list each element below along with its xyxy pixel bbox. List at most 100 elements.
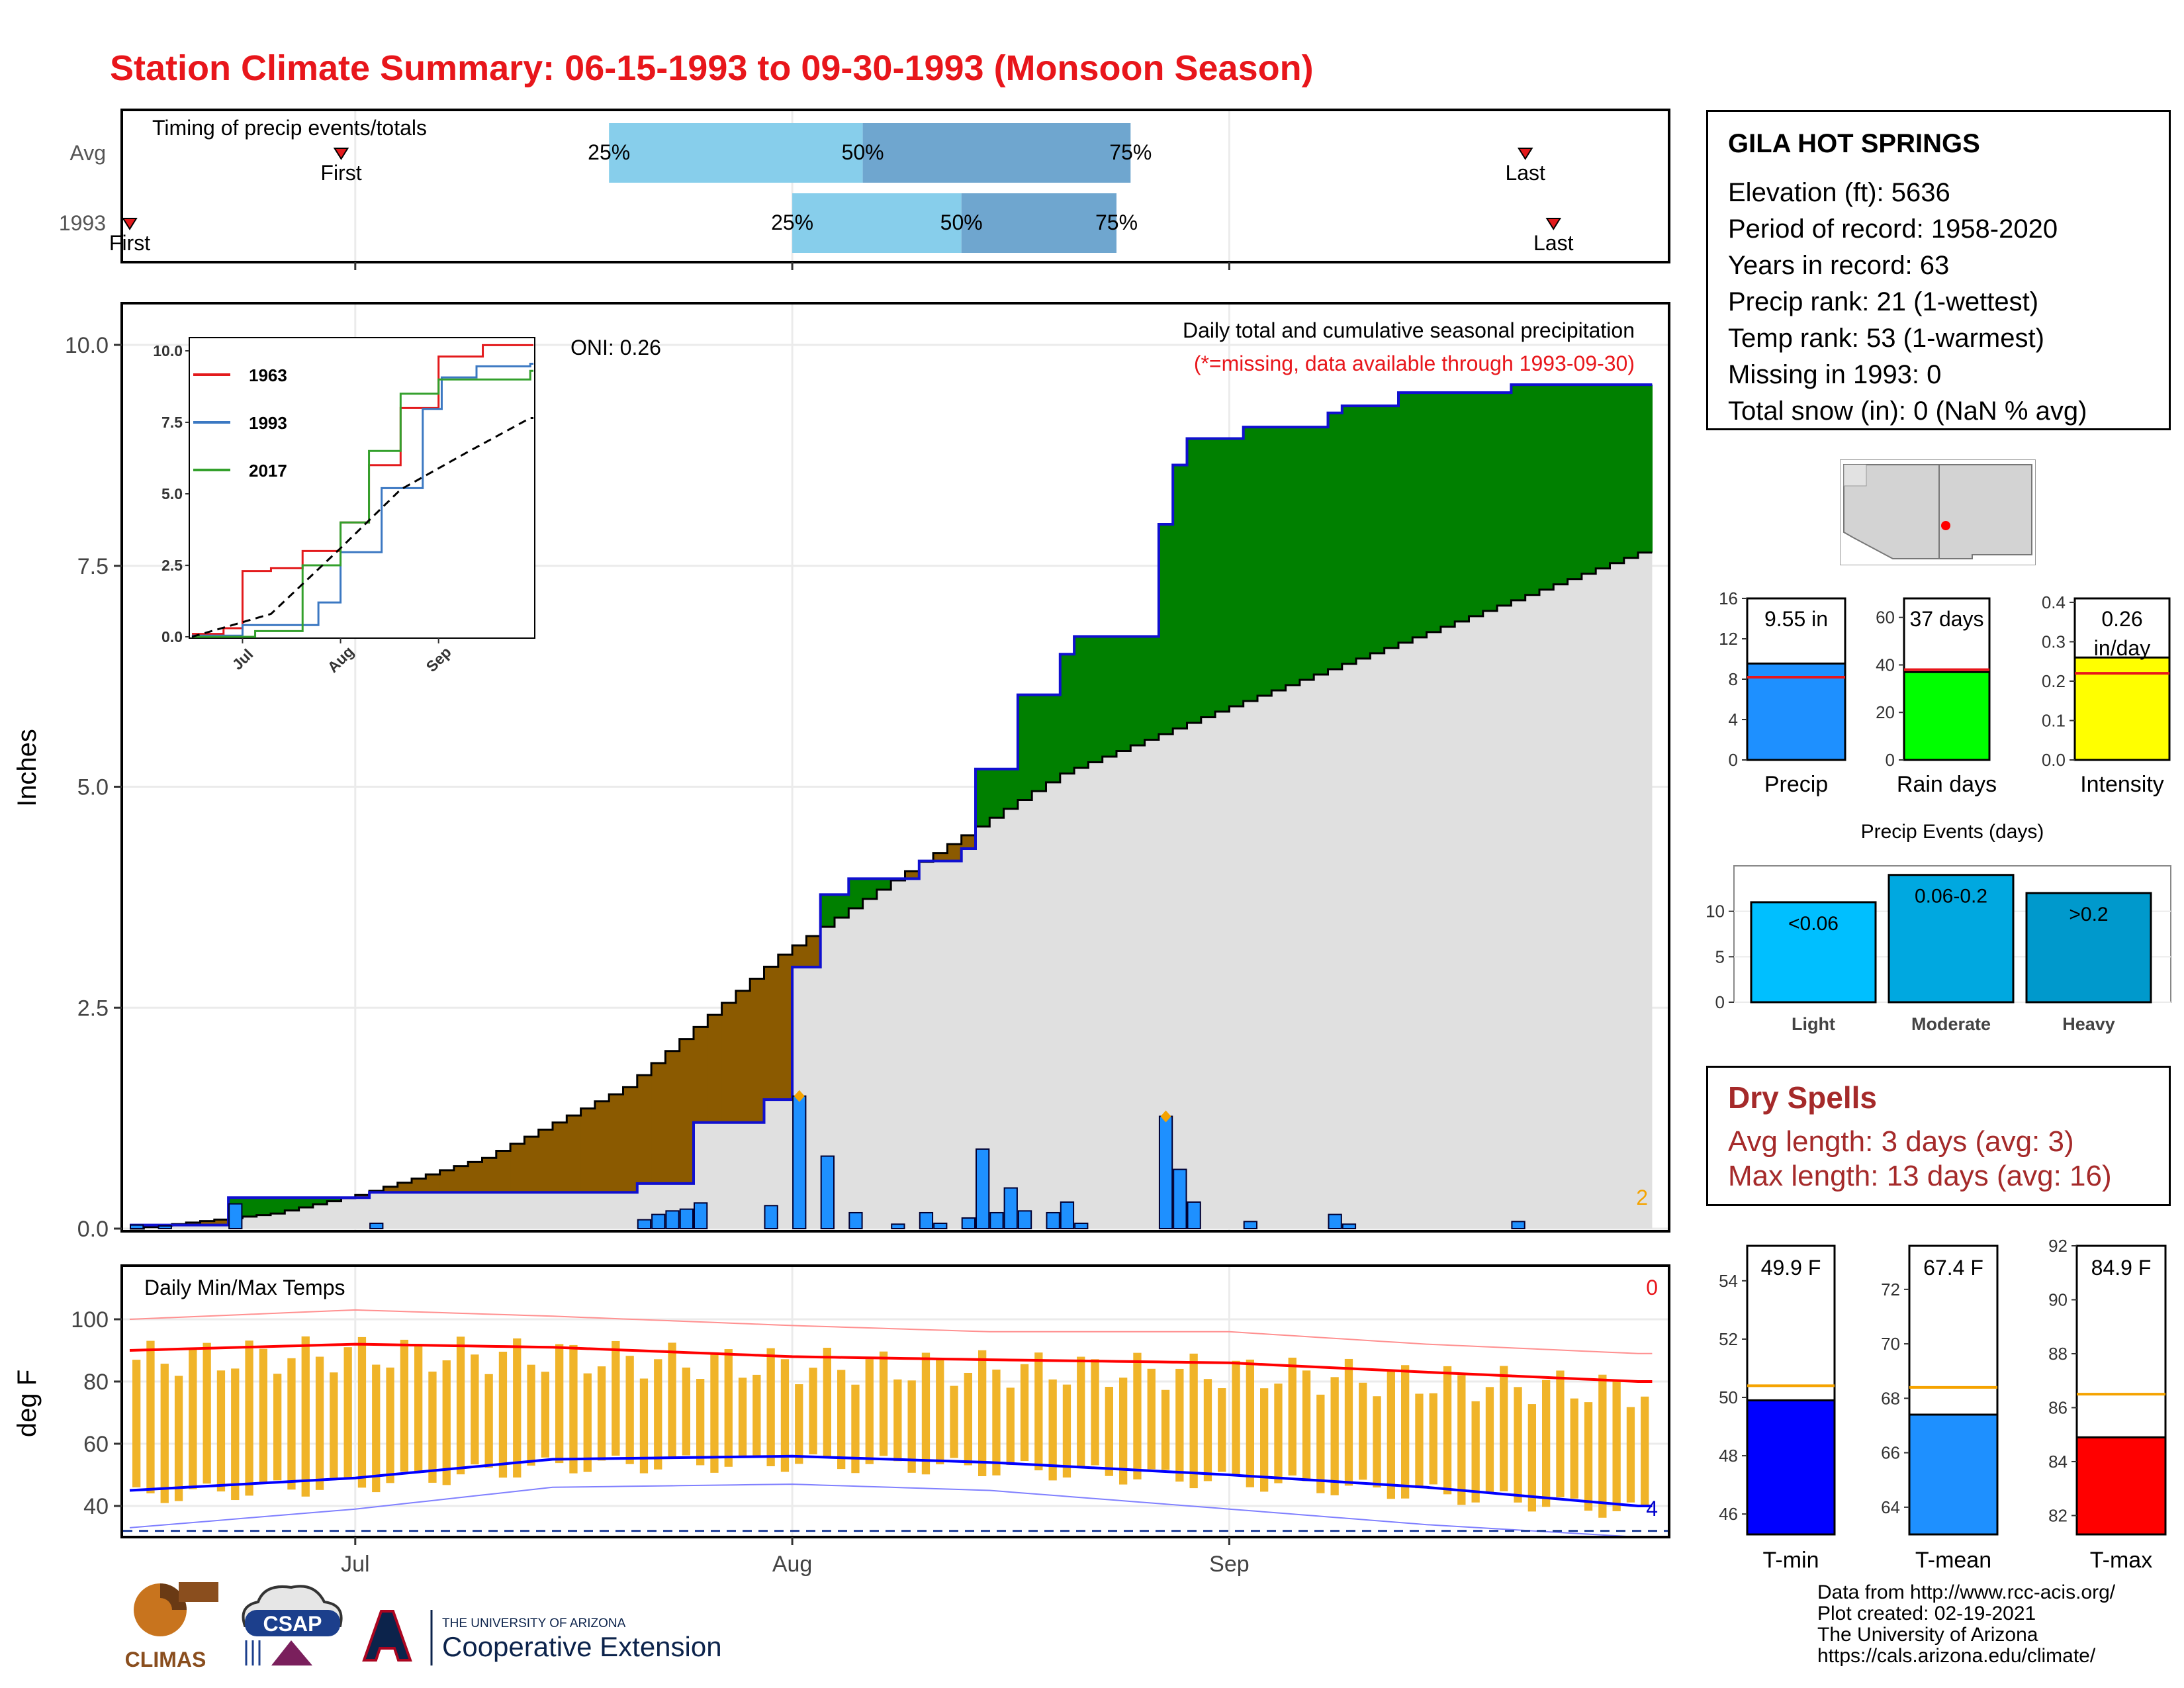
deficit-area — [538, 1129, 553, 1193]
deficit-area — [806, 936, 821, 967]
daily-temp-range-bar — [428, 1372, 437, 1483]
daily-temp-range-bar — [1387, 1370, 1395, 1499]
daily-temp-range-bar — [400, 1339, 408, 1472]
daily-temp-range-bar — [471, 1354, 479, 1465]
inset-y-tick-label: 10.0 — [153, 342, 183, 359]
daily-temp-range-bar — [315, 1356, 324, 1490]
station-elevation: Elevation (ft): 5636 — [1728, 178, 1950, 207]
deficit-area — [694, 1027, 708, 1123]
daily-temp-range-bar — [1542, 1380, 1551, 1507]
surplus-area — [1539, 385, 1554, 590]
summary-tick-label: 4 — [1729, 710, 1738, 729]
daily-temp-range-bar — [1203, 1379, 1212, 1481]
surplus-area — [835, 894, 849, 918]
deficit-area — [651, 1062, 666, 1184]
daily-temp-range-bar — [597, 1366, 606, 1461]
daily-temp-range-bar — [724, 1349, 733, 1467]
daily-temp-range-bar — [964, 1372, 972, 1466]
events-bar-light — [1750, 901, 1877, 1004]
surplus-area — [1497, 393, 1512, 606]
x-tick-label: Sep — [1209, 1552, 1250, 1577]
daily-temp-range-bar — [527, 1364, 535, 1466]
daily-temp-range-bar — [357, 1336, 367, 1488]
daily-precip-bar — [1187, 1201, 1201, 1229]
deficit-area — [510, 1143, 525, 1193]
daily-precip-bar — [1003, 1187, 1018, 1229]
daily-temp-range-bar — [865, 1359, 874, 1464]
temp-y-tick-label: 60 — [83, 1432, 109, 1457]
daily-temp-range-bar — [160, 1364, 169, 1503]
daily-temp-range-bar — [1373, 1396, 1381, 1488]
deficit-area — [905, 870, 920, 879]
daily-temp-range-bar — [823, 1348, 831, 1458]
deficit-area — [355, 1195, 370, 1198]
surplus-area — [1158, 524, 1173, 735]
daily-temp-range-bar — [513, 1338, 522, 1478]
temp-top-count: 0 — [1646, 1276, 1658, 1299]
temp-summary-bar-2 — [2075, 1436, 2167, 1536]
deficit-area — [933, 853, 948, 861]
daily-temp-range-bar — [879, 1351, 888, 1456]
surplus-area — [1525, 385, 1540, 595]
daily-precip-bar — [1060, 1201, 1075, 1229]
temp-summary-name-label: T-mean — [1915, 1548, 1991, 1573]
cumulative-1993-line — [130, 383, 1653, 1227]
daily-temp-range-bar — [1359, 1382, 1367, 1480]
temp-y-tick-label: 100 — [71, 1307, 109, 1333]
daily-temp-range-bar — [1641, 1396, 1649, 1507]
deficit-area — [426, 1174, 441, 1193]
daily-precip-bar — [919, 1211, 934, 1229]
temp-line-record-low — [129, 1483, 1653, 1538]
temp-summary-tick-label: 90 — [2048, 1289, 2068, 1309]
surplus-area — [1440, 393, 1455, 627]
surplus-area — [1567, 385, 1582, 579]
temp-summary-value-label: 84.9 F — [2091, 1256, 2152, 1280]
precip-missing-note: (*=missing, data available through 1993-… — [1194, 352, 1635, 375]
daily-temp-range-bar — [837, 1370, 846, 1470]
daily-temp-range-bar — [583, 1373, 592, 1472]
temp-summary-tick-label: 70 — [1881, 1334, 1900, 1354]
climas-logo: CLIMAS — [125, 1582, 218, 1671]
credits: Data from http://www.rcc-acis.org/ Plot … — [1817, 1582, 2115, 1667]
temp-summary-tick-label: 54 — [1719, 1271, 1738, 1291]
surplus-area — [848, 878, 864, 909]
timing-p75-label: 75% — [1109, 140, 1152, 164]
surplus-area — [1201, 438, 1216, 718]
daily-temp-range-bar — [174, 1376, 183, 1501]
daily-precip-bar — [820, 1155, 835, 1230]
surplus-area — [1116, 636, 1131, 751]
daily-temp-range-bar — [921, 1352, 931, 1475]
daily-temp-range-bar — [950, 1385, 958, 1458]
daily-temp-range-bar — [1570, 1398, 1578, 1499]
inset-legend: 1963 1993 2017 — [193, 365, 287, 481]
precip-y-tick-label: 7.5 — [77, 554, 109, 579]
station-temp-rank: Temp rank: 53 (1-warmest) — [1728, 324, 2044, 353]
daily-temp-range-bar — [738, 1378, 747, 1456]
ua-small-text: THE UNIVERSITY OF ARIZONA — [442, 1617, 626, 1630]
surplus-area — [1553, 385, 1569, 585]
surplus-area — [1511, 385, 1526, 600]
daily-temp-range-bar — [766, 1348, 775, 1466]
dry-spells-box: Dry Spells Avg length: 3 days (avg: 3) M… — [1706, 1066, 2171, 1206]
daily-temp-range-bar — [1415, 1393, 1424, 1489]
daily-precip-bar — [1173, 1168, 1187, 1230]
surplus-area — [862, 878, 878, 900]
daily-temp-range-bar — [1626, 1407, 1635, 1503]
summary-tick-label: 0.0 — [2042, 750, 2066, 770]
summary-tick-label: 16 — [1719, 588, 1738, 608]
daily-temp-range-bar — [1260, 1388, 1269, 1492]
surplus-area — [242, 1197, 257, 1217]
credit-university: The University of Arizona — [1817, 1624, 2038, 1646]
summary-value-label: 37 days — [1909, 607, 1983, 631]
ua-cooperative-extension-logo: THE UNIVERSITY OF ARIZONA Cooperative Ex… — [362, 1610, 722, 1665]
surplus-area — [876, 878, 891, 890]
daily-temp-range-bar — [1077, 1356, 1085, 1468]
daily-precip-max-marker — [1160, 1110, 1171, 1123]
inset-legend-1963: 1963 — [249, 365, 287, 385]
surplus-area — [1271, 427, 1287, 690]
temp-summary-value-label: 49.9 F — [1761, 1256, 1821, 1280]
daily-temp-range-bar — [301, 1336, 310, 1497]
daily-temp-range-bar — [654, 1359, 662, 1470]
daily-temp-range-bar — [1119, 1378, 1128, 1485]
